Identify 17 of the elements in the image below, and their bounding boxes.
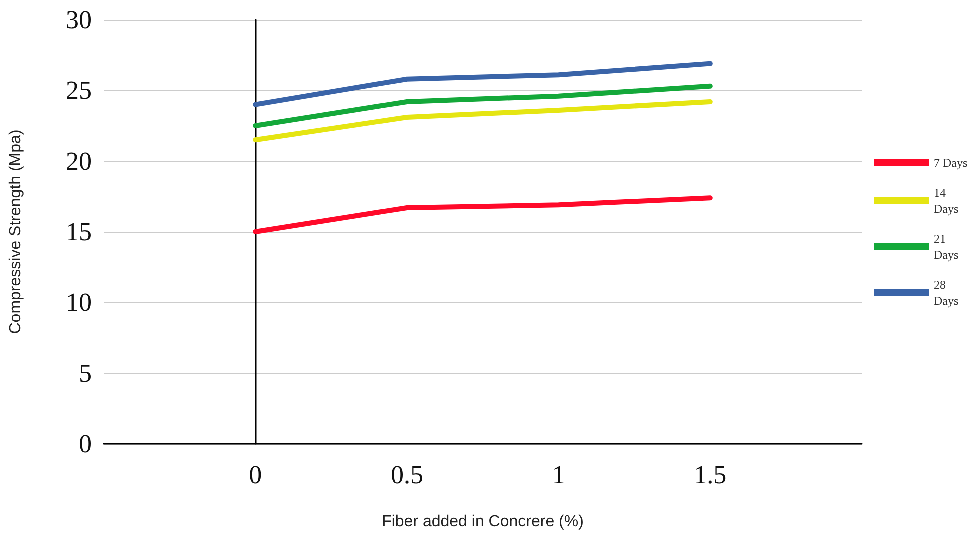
y-tick-label: 0	[79, 430, 92, 458]
legend-label: 21 Days	[934, 232, 959, 262]
y-tick-label: 5	[79, 358, 92, 388]
y-tick-label: 10	[66, 288, 92, 318]
y-tick-label: 25	[66, 76, 92, 106]
legend-label: 7 Days	[934, 156, 968, 170]
y-tick-label: 30	[66, 6, 92, 34]
legend-label: 14 Days	[934, 186, 959, 216]
y-tick-label: 20	[66, 146, 92, 176]
x-axis-title: Fiber added in Concrere (%)	[382, 514, 584, 530]
x-tick-label: 0	[249, 460, 262, 490]
x-tick-label: 1.5	[694, 460, 727, 490]
y-tick-label: 15	[66, 218, 92, 246]
legend-label: 28 Days	[934, 278, 959, 308]
y-axis-title: Compressive Strength (Mpa)	[8, 130, 24, 334]
x-tick-label: 0.5	[390, 460, 424, 490]
x-tick-label: 1	[552, 460, 566, 490]
